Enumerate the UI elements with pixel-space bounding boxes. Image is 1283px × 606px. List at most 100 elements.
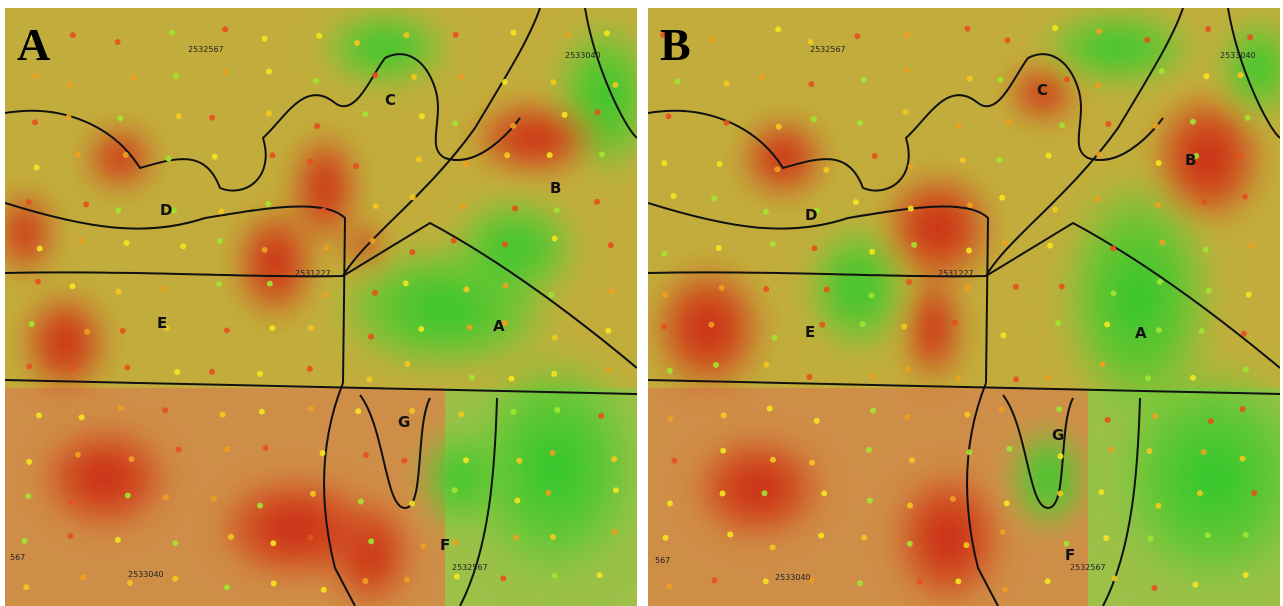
sample-point bbox=[711, 195, 718, 202]
parcel-number: 2532567 bbox=[810, 45, 846, 54]
sample-point bbox=[1001, 240, 1008, 247]
sample-point bbox=[916, 578, 923, 585]
sample-point bbox=[906, 279, 913, 286]
sample-point bbox=[551, 572, 558, 579]
boundary bbox=[1002, 394, 1074, 510]
sample-point bbox=[323, 244, 330, 251]
sample-point bbox=[123, 240, 130, 247]
sample-point bbox=[418, 326, 425, 333]
sample-point bbox=[458, 411, 465, 418]
region-label: A bbox=[493, 317, 505, 335]
sample-point bbox=[771, 334, 778, 341]
sample-point bbox=[904, 366, 911, 373]
sample-point bbox=[26, 458, 33, 465]
parcel-number: 2533040 bbox=[775, 573, 811, 582]
sample-point bbox=[1055, 320, 1062, 327]
sample-point bbox=[450, 237, 457, 244]
parcel-number: 2531227 bbox=[295, 269, 331, 278]
sample-point bbox=[907, 163, 914, 170]
sample-point bbox=[71, 364, 78, 371]
sample-point bbox=[163, 325, 170, 332]
low-zone bbox=[1006, 422, 1090, 534]
sample-point bbox=[115, 207, 122, 214]
sample-point bbox=[257, 370, 264, 377]
sample-point bbox=[261, 246, 268, 253]
region-label: E bbox=[805, 323, 815, 341]
sample-point bbox=[35, 278, 42, 285]
sample-point bbox=[551, 334, 558, 341]
boundary bbox=[985, 8, 1184, 277]
sample-point bbox=[1058, 283, 1065, 290]
sample-point bbox=[180, 243, 187, 250]
sample-point bbox=[1153, 123, 1160, 130]
high-zone bbox=[467, 98, 603, 178]
sample-point bbox=[322, 292, 329, 299]
sample-point bbox=[418, 113, 425, 120]
sample-point bbox=[907, 502, 914, 509]
sample-point bbox=[1189, 118, 1196, 125]
sample-point bbox=[162, 494, 169, 501]
boundary bbox=[648, 221, 1280, 369]
region-label: F bbox=[440, 536, 450, 554]
sample-point bbox=[1057, 453, 1064, 460]
sample-point bbox=[161, 285, 168, 292]
sample-point bbox=[819, 321, 826, 328]
sample-point bbox=[1204, 532, 1211, 539]
sample-point bbox=[818, 532, 825, 539]
low-zone bbox=[445, 192, 585, 304]
sample-point bbox=[21, 538, 28, 545]
sample-point bbox=[463, 286, 470, 293]
sample-point bbox=[662, 534, 669, 541]
sample-point bbox=[666, 583, 673, 590]
sample-point bbox=[996, 156, 1003, 163]
sample-point bbox=[546, 152, 553, 159]
sample-point bbox=[69, 32, 76, 39]
high-zone bbox=[5, 188, 56, 278]
sample-point bbox=[949, 495, 956, 502]
sample-point bbox=[172, 575, 179, 582]
sample-point bbox=[266, 280, 273, 287]
sample-point bbox=[955, 375, 962, 382]
sample-point bbox=[504, 152, 511, 159]
high-zone bbox=[1149, 88, 1267, 228]
sample-point bbox=[859, 321, 866, 328]
sample-point bbox=[1236, 153, 1243, 160]
sample-point bbox=[1111, 575, 1118, 582]
high-zone bbox=[83, 124, 157, 192]
sample-point bbox=[1063, 540, 1070, 547]
sample-point bbox=[549, 533, 556, 540]
sample-point bbox=[719, 490, 726, 497]
sample-point bbox=[1110, 290, 1117, 297]
sample-point bbox=[769, 544, 776, 551]
sample-point bbox=[1202, 246, 1209, 253]
sample-point bbox=[1241, 193, 1248, 200]
region-label: F bbox=[1065, 546, 1075, 564]
sample-point bbox=[708, 321, 715, 328]
sample-point bbox=[215, 280, 222, 287]
sample-point bbox=[452, 31, 459, 38]
sample-point bbox=[1147, 535, 1154, 542]
sample-point bbox=[553, 207, 560, 214]
sample-point bbox=[409, 407, 416, 414]
high-zone bbox=[688, 432, 828, 544]
sample-point bbox=[68, 499, 75, 506]
sample-point bbox=[353, 163, 360, 170]
sample-point bbox=[1237, 72, 1244, 79]
sample-point bbox=[1104, 416, 1111, 423]
sample-point bbox=[554, 407, 561, 414]
sample-point bbox=[218, 208, 225, 215]
sample-point bbox=[117, 404, 124, 411]
sample-point bbox=[127, 579, 134, 586]
sample-point bbox=[463, 161, 470, 168]
sample-point bbox=[169, 29, 176, 36]
sample-point bbox=[66, 81, 73, 88]
sample-point bbox=[1146, 448, 1153, 455]
sample-point bbox=[36, 245, 43, 252]
sample-point bbox=[80, 574, 87, 581]
sample-point bbox=[508, 375, 515, 382]
sample-point bbox=[362, 452, 369, 459]
sample-point bbox=[1151, 584, 1158, 591]
sample-point bbox=[262, 445, 269, 452]
sample-point bbox=[65, 114, 72, 121]
